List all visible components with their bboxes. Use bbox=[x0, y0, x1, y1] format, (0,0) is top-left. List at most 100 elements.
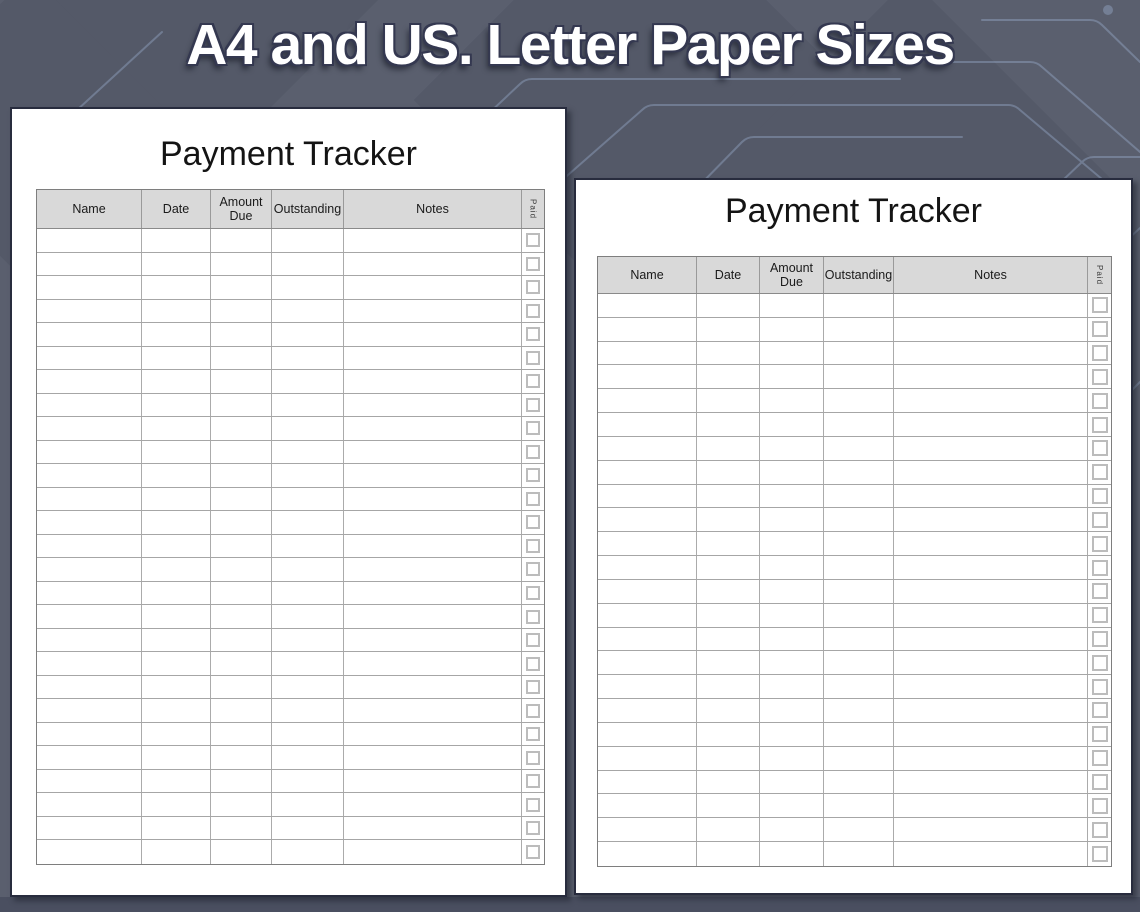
paid-checkbox[interactable] bbox=[1091, 607, 1108, 624]
paid-cell bbox=[522, 488, 544, 511]
paid-cell bbox=[1088, 508, 1111, 531]
paid-checkbox[interactable] bbox=[1091, 678, 1108, 695]
paid-checkbox[interactable] bbox=[526, 468, 540, 483]
paid-checkbox[interactable] bbox=[1091, 631, 1108, 647]
paid-checkbox[interactable] bbox=[1091, 559, 1108, 576]
paid-checkbox[interactable] bbox=[526, 256, 540, 271]
table-cell bbox=[211, 229, 272, 252]
paid-checkbox[interactable] bbox=[1091, 368, 1108, 385]
paid-checkbox[interactable] bbox=[1091, 416, 1108, 433]
column-header-date: Date bbox=[697, 257, 760, 293]
paid-checkbox[interactable] bbox=[1091, 488, 1108, 505]
table-header-row: Name Date Amount Due Outstanding Notes Paid bbox=[598, 257, 1111, 294]
paid-cell bbox=[522, 558, 544, 581]
table-cell bbox=[344, 464, 522, 487]
paid-checkbox[interactable] bbox=[1091, 321, 1108, 338]
paid-checkbox[interactable] bbox=[526, 280, 540, 295]
paid-cell bbox=[1088, 485, 1111, 508]
paid-checkbox[interactable] bbox=[526, 303, 540, 318]
column-header-label: Amount Due bbox=[219, 194, 263, 223]
table-cell bbox=[272, 370, 344, 393]
table-cell bbox=[697, 770, 760, 794]
table-cell bbox=[344, 581, 522, 605]
table-cell bbox=[211, 793, 272, 816]
paid-checkbox[interactable] bbox=[526, 609, 540, 624]
paid-checkbox[interactable] bbox=[1091, 583, 1108, 600]
paid-checkbox[interactable] bbox=[526, 374, 540, 389]
table-cell bbox=[697, 556, 760, 579]
table-cell bbox=[598, 722, 697, 746]
table-cell bbox=[760, 294, 824, 317]
paid-cell bbox=[522, 300, 544, 323]
paid-checkbox[interactable] bbox=[526, 444, 540, 459]
paid-checkbox[interactable] bbox=[1091, 345, 1108, 362]
paper-letter: Payment Tracker Name Date Amount Due Outsta… bbox=[574, 178, 1133, 895]
paid-checkbox[interactable] bbox=[1091, 535, 1108, 552]
table-cell bbox=[894, 842, 1088, 866]
table-cell bbox=[697, 484, 760, 508]
table-cell bbox=[142, 346, 211, 370]
paid-checkbox[interactable] bbox=[526, 585, 540, 600]
table-cell bbox=[272, 464, 344, 487]
paid-checkbox[interactable] bbox=[526, 750, 540, 765]
table-cell bbox=[894, 341, 1088, 365]
paid-checkbox[interactable] bbox=[526, 680, 540, 695]
paid-checkbox[interactable] bbox=[1091, 297, 1108, 314]
paid-checkbox[interactable] bbox=[526, 797, 540, 812]
bottom-band bbox=[0, 897, 1140, 912]
table-cell bbox=[344, 699, 522, 722]
paid-checkbox[interactable] bbox=[526, 845, 540, 860]
table-row bbox=[598, 294, 1111, 318]
paid-checkbox[interactable] bbox=[1091, 726, 1108, 743]
table-cell bbox=[272, 346, 344, 370]
table-row bbox=[37, 370, 544, 394]
table-row bbox=[37, 276, 544, 300]
paid-checkbox[interactable] bbox=[1091, 511, 1108, 528]
paid-checkbox[interactable] bbox=[526, 727, 540, 742]
paid-checkbox[interactable] bbox=[526, 562, 540, 577]
paid-checkbox[interactable] bbox=[526, 821, 540, 836]
paid-checkbox[interactable] bbox=[526, 538, 540, 553]
table-row bbox=[37, 722, 544, 747]
paid-checkbox[interactable] bbox=[1091, 392, 1108, 409]
paid-checkbox[interactable] bbox=[1091, 750, 1108, 767]
column-header-label: Paid bbox=[528, 198, 538, 219]
paid-checkbox[interactable] bbox=[526, 233, 540, 248]
table-cell bbox=[697, 699, 760, 722]
paid-checkbox[interactable] bbox=[1091, 702, 1108, 719]
paid-checkbox[interactable] bbox=[1091, 464, 1108, 481]
paid-checkbox[interactable] bbox=[1091, 773, 1108, 790]
paid-checkbox[interactable] bbox=[1091, 797, 1108, 814]
paid-cell bbox=[522, 652, 544, 675]
paid-checkbox[interactable] bbox=[526, 656, 540, 671]
table-cell bbox=[760, 365, 824, 389]
table-cell bbox=[142, 276, 211, 299]
table-cell bbox=[894, 722, 1088, 746]
table-cell bbox=[37, 722, 142, 746]
paid-checkbox[interactable] bbox=[526, 397, 540, 412]
table-cell bbox=[894, 627, 1088, 651]
paid-checkbox[interactable] bbox=[526, 491, 540, 506]
paid-checkbox[interactable] bbox=[526, 703, 540, 718]
table-cell bbox=[344, 393, 522, 417]
paid-checkbox[interactable] bbox=[526, 633, 540, 648]
paid-cell bbox=[522, 770, 544, 793]
table-row bbox=[37, 417, 544, 441]
table-cell bbox=[760, 508, 824, 532]
paid-checkbox[interactable] bbox=[1091, 654, 1108, 671]
table-cell bbox=[344, 276, 522, 299]
paid-checkbox[interactable] bbox=[526, 350, 540, 365]
paid-cell bbox=[1088, 842, 1111, 866]
paid-checkbox[interactable] bbox=[1091, 845, 1108, 862]
table-cell bbox=[344, 229, 522, 252]
paid-checkbox[interactable] bbox=[526, 421, 540, 436]
table-cell bbox=[211, 323, 272, 346]
table-cell bbox=[824, 341, 894, 365]
paid-checkbox[interactable] bbox=[526, 327, 540, 342]
paid-checkbox[interactable] bbox=[526, 515, 540, 530]
paid-checkbox[interactable] bbox=[1091, 821, 1108, 838]
paid-cell bbox=[522, 699, 544, 722]
paid-checkbox[interactable] bbox=[1091, 440, 1108, 457]
table-cell bbox=[824, 365, 894, 389]
paid-checkbox[interactable] bbox=[526, 774, 540, 789]
